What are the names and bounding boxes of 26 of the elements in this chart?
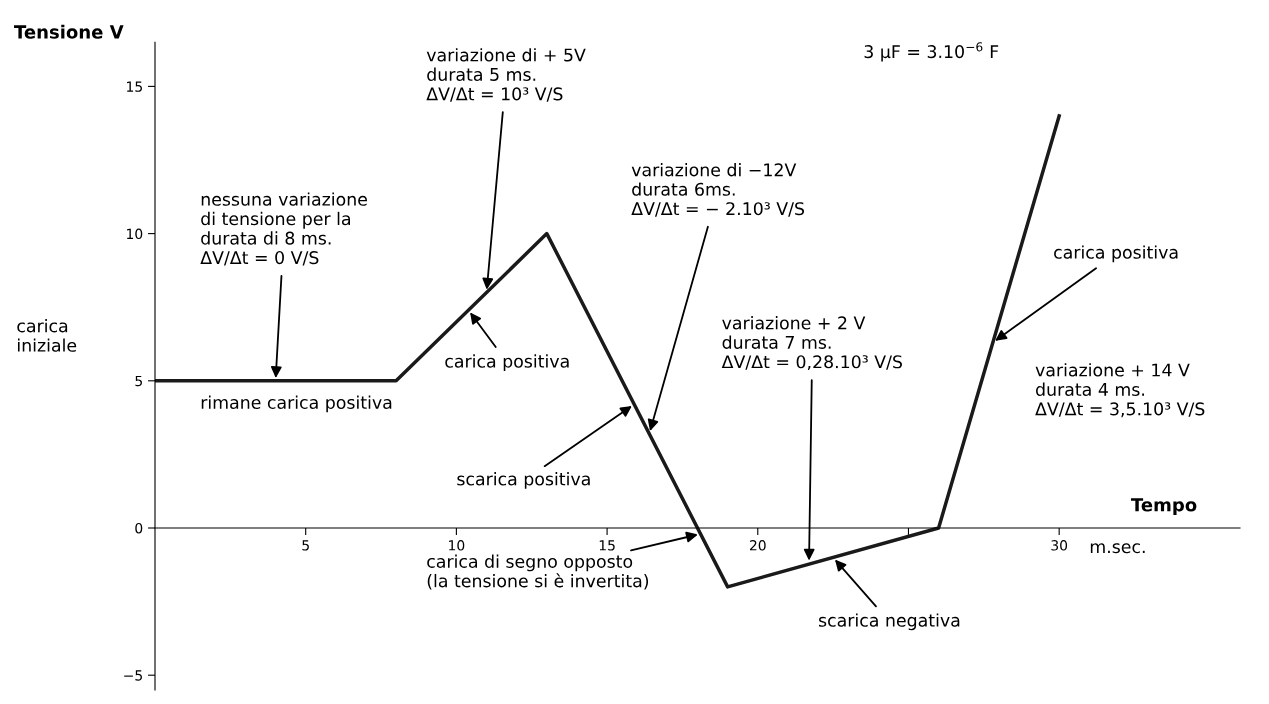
annotation: carica positiva	[445, 354, 569, 372]
annotation: carica di segno opposto (la tensione si è invertita)	[427, 554, 649, 590]
x-tick-label: 10	[449, 540, 465, 551]
annotation: 3 μF = 3.10$^{−6}$ F	[864, 42, 999, 62]
annotation: rimane carica positiva	[201, 395, 392, 413]
annotation: scarica positiva	[457, 472, 590, 489]
annotation: variazione + 14 V durata 4 ms. ΔV/Δt = 3,5.10³ V/S	[1035, 363, 1205, 418]
y-tick-label: 5	[135, 375, 142, 387]
annotation: variazione di + 5V durata 5 ms. ΔV/Δt = 10³ V/S	[426, 48, 586, 102]
annotation: carica positiva	[1054, 245, 1178, 263]
y-axis-title: Tensione V	[14, 24, 124, 39]
x-tick-label: 30	[1051, 540, 1068, 551]
x-axis-title: Tempo	[1130, 498, 1197, 516]
y-tick-label: −5	[124, 670, 142, 681]
text: carica iniziale	[17, 318, 77, 352]
y-tick-label: 0	[135, 522, 143, 534]
annotation: nessuna variazione di tensione per la durata di 8 ms. ΔV/Δt = 0 V/S	[200, 192, 367, 266]
annotation: scarica negativa	[819, 613, 960, 631]
x-tick-label: 5	[302, 540, 309, 551]
annotation: variazione + 2 V durata 7 ms. ΔV/Δt = 0,28.10³ V/S	[721, 316, 902, 371]
y-tick-label: 15	[127, 81, 142, 92]
annotation: m.sec.	[1090, 543, 1145, 554]
annotation: variazione di −12V durata 6ms. ΔV/Δt = − 2.10³ V/S	[631, 162, 805, 217]
y-tick-label: 10	[127, 228, 143, 240]
x-tick-label: 20	[749, 540, 766, 551]
x-tick-label: 15	[599, 540, 615, 551]
